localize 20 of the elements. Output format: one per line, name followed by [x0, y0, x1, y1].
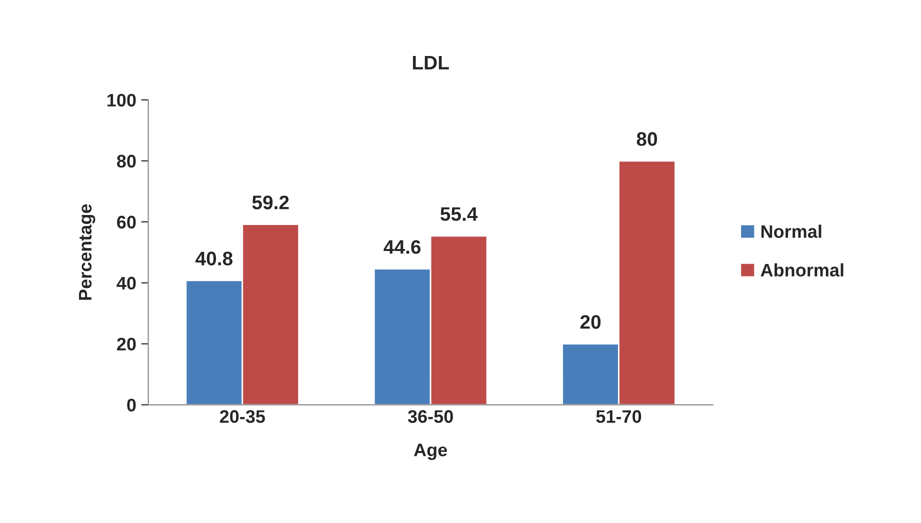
y-tick-label: 60: [117, 216, 136, 229]
x-tick-label: 51-70: [596, 410, 642, 423]
data-label: 44.6: [384, 240, 421, 254]
data-label: 40.8: [196, 252, 232, 266]
data-label: 59.2: [252, 196, 289, 210]
chart-title: LDL: [412, 56, 449, 70]
legend-label: Normal: [761, 224, 822, 238]
y-tick-label: 100: [107, 94, 136, 107]
x-tick-label: 20-35: [220, 410, 265, 423]
legend-label: Abnormal: [760, 263, 844, 277]
y-tick-label: 40: [116, 276, 136, 290]
x-tick-label: 36-50: [408, 410, 453, 423]
data-label: 80: [636, 132, 658, 146]
y-tick-label: 20: [117, 338, 136, 351]
data-label: 55.4: [440, 207, 478, 221]
y-tick-label: 80: [116, 154, 136, 168]
x-axis-title: Age: [414, 444, 448, 460]
y-tick-label: 0: [127, 398, 136, 412]
data-label: 20: [580, 315, 601, 329]
y-axis-title: Percentage: [78, 204, 96, 300]
